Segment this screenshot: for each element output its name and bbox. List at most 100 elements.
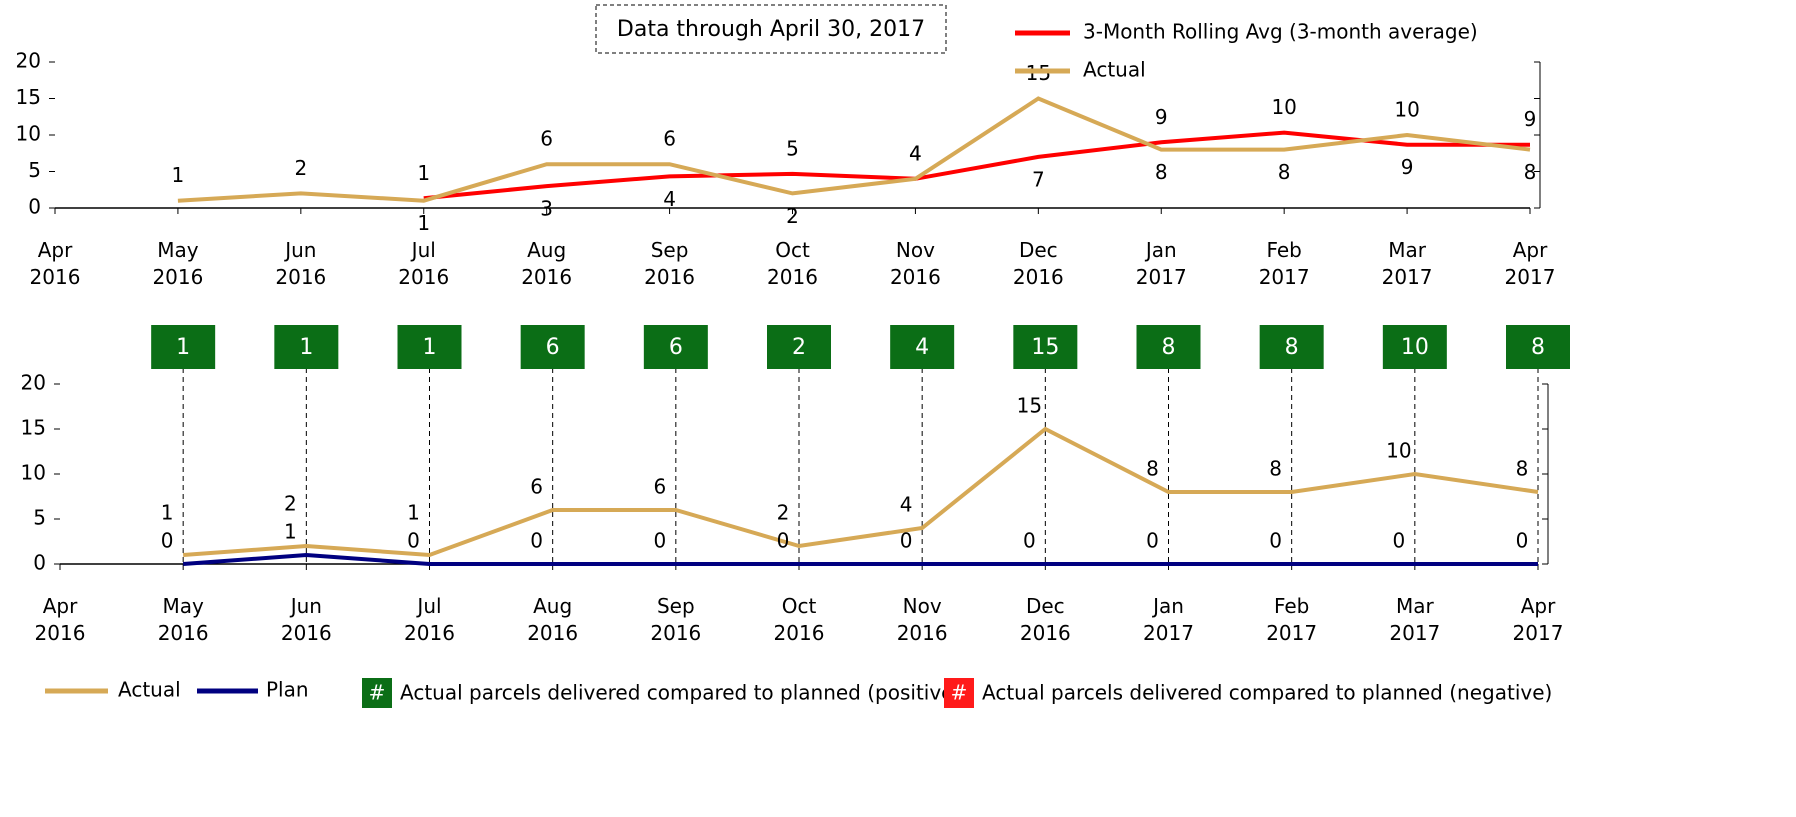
difference-box: [520, 325, 585, 369]
x-tick-label-line: 2016: [897, 621, 948, 645]
x-tick-label-line: Dec: [1026, 594, 1065, 618]
difference-label: 8: [1531, 335, 1545, 360]
x-tick-label-line: 2016: [30, 265, 81, 289]
legend-label: Actual parcels delivered compared to pla…: [982, 681, 1552, 705]
x-tick-label-line: 2016: [404, 621, 455, 645]
data-label: 0: [1516, 529, 1529, 553]
data-label: 8: [1269, 457, 1282, 481]
legend-symbol: #: [951, 681, 968, 705]
x-tick-label: Aug 2016: [521, 238, 572, 289]
difference-box: [643, 325, 708, 369]
x-tick-label-line: 2016: [158, 621, 209, 645]
data-label: 4: [909, 141, 922, 165]
x-tick-label-line: 2017: [1505, 265, 1556, 289]
difference-label: 8: [1162, 335, 1176, 360]
difference-label: 1: [299, 335, 313, 360]
x-tick-label-line: 2017: [1513, 621, 1564, 645]
data-label: 9: [1524, 107, 1537, 131]
x-tick-label-line: Nov: [903, 594, 942, 618]
difference-box: [151, 325, 216, 369]
x-tick-label-line: Jan: [1151, 594, 1184, 618]
x-tick-label: Apr 2017: [1513, 594, 1564, 645]
data-label: 1: [172, 163, 185, 187]
x-tick-label-line: Sep: [657, 594, 695, 618]
x-tick-label: Oct 2016: [774, 594, 825, 645]
data-label: 10: [1386, 439, 1411, 463]
difference-box: [1382, 325, 1447, 369]
legend-swatch: [944, 678, 974, 708]
data-label: 0: [1269, 529, 1282, 553]
data-label: 6: [540, 127, 553, 151]
legend-label: Actual parcels delivered compared to pla…: [400, 681, 961, 705]
x-tick-label-line: 2016: [281, 621, 332, 645]
x-tick-label-line: 2017: [1143, 621, 1194, 645]
data-label: 7: [1032, 167, 1045, 191]
x-tick-label: Mar 2017: [1389, 594, 1440, 645]
x-tick-label: Aug 2016: [527, 594, 578, 645]
data-label: 6: [530, 475, 543, 499]
y-tick-label: 15: [16, 85, 41, 109]
data-label: 6: [653, 475, 666, 499]
data-label: 1: [161, 501, 174, 525]
legend-label: Actual: [118, 678, 181, 702]
difference-label: 15: [1031, 335, 1059, 360]
x-tick-label: Jul 2016: [404, 594, 455, 645]
difference-box: [397, 325, 462, 369]
data-label: 8: [1516, 457, 1529, 481]
y-tick-label: 10: [16, 122, 41, 146]
x-tick-label: Jun 2016: [275, 238, 326, 289]
x-tick-label: May 2016: [158, 594, 209, 645]
x-tick-label-line: Oct: [775, 238, 810, 262]
y-tick-label: 0: [33, 551, 46, 575]
x-tick-label-line: 2016: [774, 621, 825, 645]
x-tick-label-line: May: [157, 238, 199, 262]
x-tick-label-line: 2016: [398, 265, 449, 289]
x-tick-label: May 2016: [152, 238, 203, 289]
y-tick-label: 10: [21, 461, 46, 485]
difference-box: [1259, 325, 1324, 369]
difference-box: [1506, 325, 1570, 369]
data-label: 2: [786, 204, 799, 228]
x-tick-label-line: Apr: [43, 594, 78, 618]
difference-box: [767, 325, 831, 369]
x-tick-label: Jun 2016: [281, 594, 332, 645]
x-tick-label-line: Apr: [38, 238, 73, 262]
difference-box: [1013, 325, 1078, 369]
data-label: 0: [777, 529, 790, 553]
y-tick-label: 20: [21, 371, 46, 395]
x-tick-label: Sep 2016: [650, 594, 701, 645]
x-tick-label-line: 2016: [521, 265, 572, 289]
data-label: 2: [777, 501, 790, 525]
series-line: [177, 96, 1531, 203]
x-tick-label-line: 2017: [1259, 265, 1310, 289]
data-label: 9: [1155, 105, 1168, 129]
x-tick-label-line: 2016: [767, 265, 818, 289]
annotation: Data through April 30, 2017: [617, 17, 925, 42]
difference-label: 10: [1401, 335, 1429, 360]
y-tick-label: 0: [28, 195, 41, 219]
x-tick-label: Mar 2017: [1382, 238, 1433, 289]
data-label: 0: [1146, 529, 1159, 553]
y-tick-label: 15: [21, 416, 46, 440]
x-tick-label-line: 2016: [1020, 621, 1071, 645]
data-label: 0: [530, 529, 543, 553]
x-tick-label: Feb 2017: [1259, 238, 1310, 289]
x-tick-label-line: Nov: [896, 238, 935, 262]
x-tick-label: Nov 2016: [897, 594, 948, 645]
series-line: [183, 552, 1538, 566]
difference-box: [274, 325, 339, 369]
x-tick-label-line: Apr: [1521, 594, 1556, 618]
x-tick-label-line: Mar: [1396, 594, 1435, 618]
x-tick-label-line: Jul: [415, 594, 441, 618]
x-tick-label-line: 2017: [1389, 621, 1440, 645]
data-label: 8: [1278, 160, 1291, 184]
x-tick-label-line: 2016: [1013, 265, 1064, 289]
x-tick-label: Oct 2016: [767, 238, 818, 289]
y-tick-label: 5: [33, 506, 46, 530]
x-tick-label-line: Dec: [1019, 238, 1058, 262]
x-tick-label-line: 2016: [650, 621, 701, 645]
data-label: 8: [1524, 160, 1537, 184]
x-tick-label: Jul 2016: [398, 238, 449, 289]
x-tick-label-line: 2016: [644, 265, 695, 289]
legend-swatch: [362, 678, 392, 708]
